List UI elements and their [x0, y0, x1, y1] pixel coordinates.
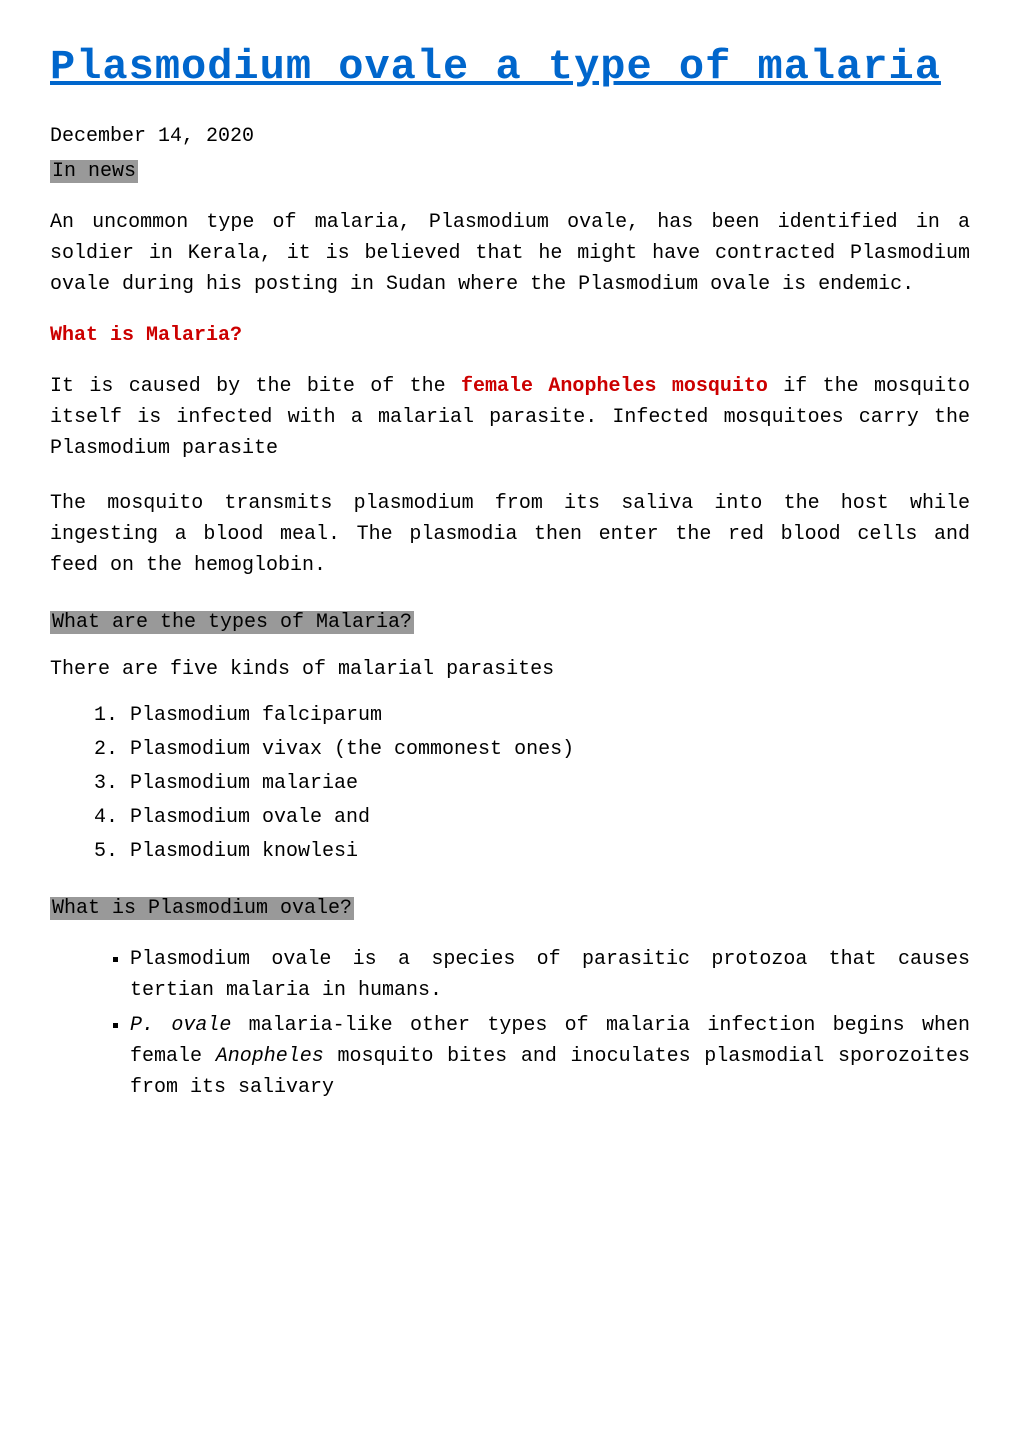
types-list: Plasmodium falciparum Plasmodium vivax (… [130, 701, 970, 867]
types-item: Plasmodium vivax (the commonest ones) [130, 735, 970, 765]
page-title: Plasmodium ovale a type of malaria [50, 40, 970, 95]
types-item: Plasmodium falciparum [130, 701, 970, 731]
section-label-in-news: In news [50, 160, 138, 183]
in-news-paragraph: An uncommon type of malaria, Plasmodium … [50, 207, 970, 300]
post-date: December 14, 2020 [50, 125, 970, 148]
types-item: Plasmodium knowlesi [130, 837, 970, 867]
bold-female-anopheles: female Anopheles mosquito [461, 375, 768, 398]
types-intro: There are five kinds of malarial parasit… [50, 658, 970, 681]
malaria-p1-pre: It is caused by the bite of the [50, 375, 461, 398]
ovale-bullet: P. ovale malaria-like other types of mal… [130, 1010, 970, 1103]
types-item: Plasmodium ovale and [130, 803, 970, 833]
ovale-bullet-list: Plasmodium ovale is a species of parasit… [130, 944, 970, 1103]
malaria-paragraph-2: The mosquito transmits plasmodium from i… [50, 488, 970, 581]
ovale-bullet: Plasmodium ovale is a species of parasit… [130, 944, 970, 1006]
heading-what-is-malaria: What is Malaria? [50, 324, 970, 347]
italic-anopheles: Anopheles [216, 1045, 324, 1068]
malaria-paragraph-1: It is caused by the bite of the female A… [50, 371, 970, 464]
italic-p-ovale: P. ovale [130, 1014, 231, 1037]
types-item: Plasmodium malariae [130, 769, 970, 799]
section-label-types: What are the types of Malaria? [50, 611, 414, 634]
section-label-ovale: What is Plasmodium ovale? [50, 897, 354, 920]
title-link[interactable]: Plasmodium ovale a type of malaria [50, 43, 941, 91]
